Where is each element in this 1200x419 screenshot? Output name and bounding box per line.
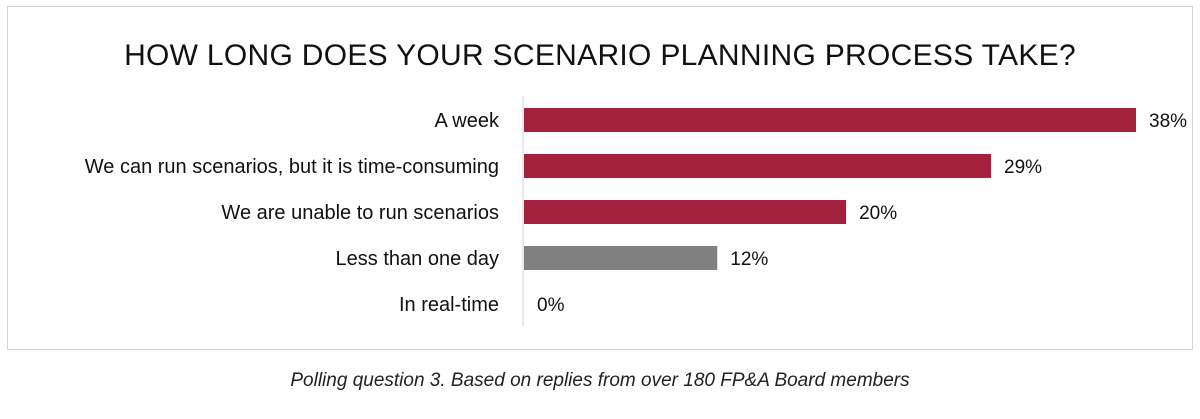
bar [524,246,718,270]
category-label: A week [435,110,500,132]
data-label: 0% [537,295,565,316]
chart-caption: Polling question 3. Based on replies fro… [290,370,910,391]
data-label: 29% [1004,157,1042,178]
bar [524,108,1136,132]
bar [524,200,847,224]
data-label: 38% [1149,111,1187,132]
data-label: 20% [859,203,897,224]
category-label: We are unable to run scenarios [221,202,499,224]
bar [524,154,992,178]
category-label: Less than one day [336,248,499,270]
bars-group: A week 38% We can run scenarios, but it is… [85,108,1187,316]
chart-title: HOW LONG DOES YOUR SCENARIO PLANNING PRO… [124,39,1076,72]
category-label: In real-time [399,294,499,316]
chart-frame: HOW LONG DOES YOUR SCENARIO PLANNING PRO… [7,6,1193,350]
data-label: 12% [730,249,768,270]
category-label: We can run scenarios, but it is time-con… [85,156,499,178]
bar-chart: A week 38% We can run scenarios, but it is… [85,96,1187,326]
